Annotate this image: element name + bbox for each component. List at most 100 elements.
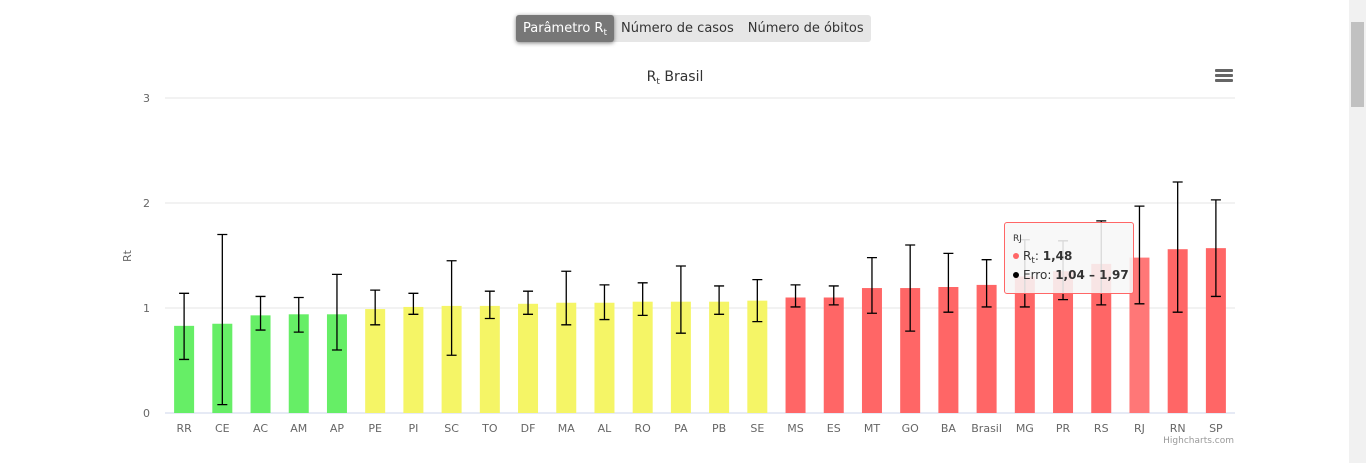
bar xyxy=(747,300,768,413)
y-axis-label: Rt xyxy=(121,249,134,262)
bar xyxy=(1014,276,1035,413)
error-bar xyxy=(752,279,763,323)
series-dot-icon xyxy=(1013,253,1019,259)
bar xyxy=(365,309,386,413)
x-tick-label: PE xyxy=(368,422,382,435)
bar xyxy=(250,315,271,413)
error-bar xyxy=(828,285,839,306)
error-bar xyxy=(561,270,572,326)
error-bar xyxy=(599,284,610,321)
highcharts-credit[interactable]: Highcharts.com xyxy=(1163,436,1234,446)
bar xyxy=(1053,271,1074,413)
scrollbar[interactable] xyxy=(1349,0,1366,463)
error-bar xyxy=(866,256,877,314)
bar xyxy=(785,297,806,413)
x-tick-label: PA xyxy=(674,422,688,435)
error-bar xyxy=(179,292,190,361)
bar xyxy=(670,301,691,413)
bar xyxy=(1167,249,1188,413)
x-tick-label: RJ xyxy=(1134,422,1145,435)
error-bar xyxy=(484,290,495,320)
x-tick-label: SC xyxy=(444,422,459,435)
tab-numero-de-casos[interactable]: Número de casos xyxy=(621,21,734,36)
bar xyxy=(288,314,309,413)
x-tick-label: MG xyxy=(1016,422,1034,435)
bar xyxy=(823,297,844,413)
bar xyxy=(938,287,959,413)
error-bar xyxy=(790,284,801,308)
error-bar xyxy=(1134,205,1145,305)
bar xyxy=(594,302,615,413)
y-tick-label: 2 xyxy=(143,197,150,210)
y-tick-label: 1 xyxy=(143,302,150,315)
error-bar xyxy=(217,233,228,406)
error-bar xyxy=(408,292,419,315)
x-tick-label: AP xyxy=(330,422,345,435)
error-bar xyxy=(905,244,916,332)
error-bar xyxy=(1210,199,1221,298)
bar xyxy=(556,302,577,413)
error-bar xyxy=(331,273,342,351)
x-tick-label: AM xyxy=(290,422,307,435)
bar xyxy=(1091,263,1112,413)
x-tick-label: ES xyxy=(827,422,841,435)
tooltip-rt-row: Rt: 1,48 xyxy=(1013,249,1072,266)
bar xyxy=(861,288,882,413)
tooltip-header: RJ xyxy=(1013,234,1022,244)
x-tick-label: AC xyxy=(253,422,268,435)
series-dot-icon xyxy=(1013,272,1019,278)
x-tick-label: AL xyxy=(598,422,613,435)
error-bar xyxy=(370,289,381,326)
x-tick-label: BA xyxy=(941,422,957,435)
error-bar xyxy=(943,252,954,313)
y-tick-label: 3 xyxy=(143,92,150,105)
bar xyxy=(326,314,347,413)
x-tick-label: CE xyxy=(215,422,230,435)
x-tick-label: MS xyxy=(787,422,803,435)
bar xyxy=(900,288,921,413)
x-tick-label: TO xyxy=(481,422,498,435)
error-bar xyxy=(714,285,725,315)
x-tick-label: GO xyxy=(902,422,920,435)
x-tick-label: SE xyxy=(750,422,764,435)
x-tick-label: RR xyxy=(176,422,192,435)
error-bar xyxy=(675,265,686,334)
chart-title: Rt Brasil xyxy=(646,69,704,87)
error-bar xyxy=(523,290,534,315)
tab-parametro-rt[interactable]: Parâmetro Rt xyxy=(516,15,615,42)
bar xyxy=(518,303,539,413)
x-tick-label: RS xyxy=(1094,422,1109,435)
hamburger-menu-icon[interactable] xyxy=(1215,69,1233,83)
bar xyxy=(441,305,462,413)
bar xyxy=(174,325,195,413)
y-tick-label: 0 xyxy=(143,407,150,420)
x-tick-label: MT xyxy=(864,422,880,435)
chart-toggle-group: Parâmetro Rt Número de casos Número de ó… xyxy=(516,15,871,42)
bar xyxy=(403,306,424,413)
scrollbar-thumb[interactable] xyxy=(1351,22,1364,107)
x-tick-label: PB xyxy=(712,422,726,435)
bar xyxy=(479,305,500,413)
bar xyxy=(709,301,730,413)
error-bar xyxy=(1172,181,1183,313)
x-tick-label: RN xyxy=(1170,422,1186,435)
bar xyxy=(1205,248,1226,413)
x-tick-label: Brasil xyxy=(971,422,1002,435)
bar xyxy=(1129,257,1150,413)
x-tick-label: PR xyxy=(1056,422,1071,435)
bar xyxy=(632,301,653,413)
bar xyxy=(976,284,997,413)
x-tick-label: RO xyxy=(635,422,652,435)
tab-numero-de-obitos[interactable]: Número de óbitos xyxy=(747,21,864,36)
error-bar xyxy=(446,260,457,356)
tooltip-error-row: Erro: 1,04 – 1,97 xyxy=(1013,268,1129,282)
error-bar xyxy=(293,296,304,333)
x-tick-label: SP xyxy=(1209,422,1223,435)
x-tick-label: DF xyxy=(521,422,536,435)
error-bar xyxy=(255,295,266,331)
x-tick-label: MA xyxy=(558,422,575,435)
error-bar xyxy=(637,282,648,316)
x-tick-label: PI xyxy=(408,422,418,435)
tooltip: RJ Rt: 1,48 Erro: 1,04 – 1,97 xyxy=(1004,222,1134,294)
